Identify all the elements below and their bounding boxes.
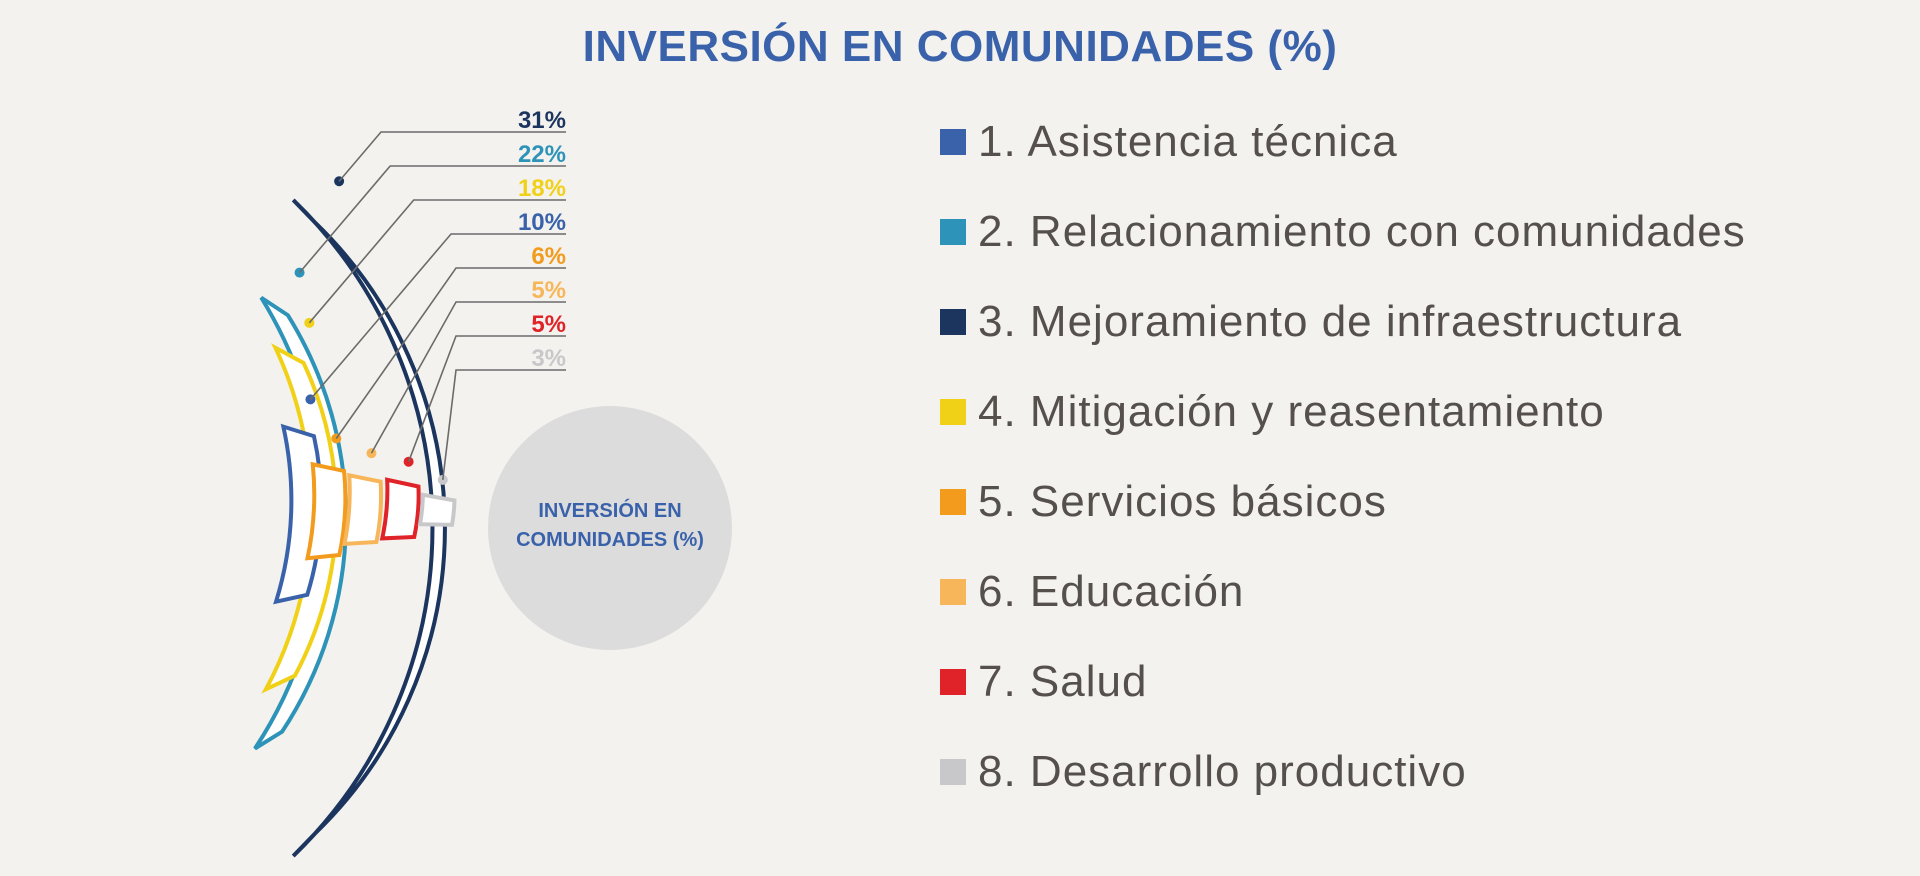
center-label-line2: COMUNIDADES (%) bbox=[516, 529, 704, 551]
legend-item: 7. Salud bbox=[940, 652, 1147, 712]
leader-line-6 bbox=[370, 301, 566, 454]
legend-label: 7. Salud bbox=[978, 657, 1148, 706]
leader-line-1 bbox=[338, 131, 566, 182]
legend-swatch bbox=[940, 309, 966, 335]
legend-swatch bbox=[940, 399, 966, 425]
legend-swatch bbox=[940, 489, 966, 515]
leader-line-2 bbox=[298, 165, 566, 274]
leader-line-8 bbox=[441, 369, 566, 480]
legend-item: 6. Educación bbox=[940, 562, 1244, 622]
legend-swatch bbox=[940, 219, 966, 245]
arc-bar-6 bbox=[341, 472, 384, 547]
legend-item: 8. Desarrollo productivo bbox=[940, 742, 1467, 802]
value-label-3: 18% bbox=[518, 175, 566, 202]
legend-label: 2. Relacionamiento con comunidades bbox=[978, 207, 1746, 256]
leader-lines bbox=[294, 131, 566, 485]
value-label-5: 6% bbox=[531, 243, 566, 270]
legend-label: 4. Mitigación y reasentamiento bbox=[978, 387, 1605, 436]
legend-swatch bbox=[940, 759, 966, 785]
legend-swatch bbox=[940, 129, 966, 155]
value-labels: 31% 22% 18% 10% 6% 5% 5% 3% bbox=[518, 107, 566, 372]
chart-title: INVERSIÓN EN COMUNIDADES (%) bbox=[582, 22, 1338, 71]
legend-label: 6. Educación bbox=[978, 567, 1245, 616]
leader-line-7 bbox=[407, 335, 566, 462]
legend-label: 1. Asistencia técnica bbox=[978, 117, 1398, 166]
legend-item: 1. Asistencia técnica bbox=[940, 112, 1398, 172]
legend-label: 5. Servicios básicos bbox=[978, 477, 1387, 526]
leader-line-5 bbox=[335, 267, 566, 439]
value-label-2: 22% bbox=[518, 141, 566, 168]
leader-line-4 bbox=[309, 233, 566, 400]
legend-label: 3. Mejoramiento de infraestructura bbox=[978, 297, 1683, 346]
arc-bar-7 bbox=[379, 477, 421, 541]
legend-item: 4. Mitigación y reasentamiento bbox=[940, 382, 1605, 442]
value-label-6: 5% bbox=[531, 277, 566, 304]
arc-bar-5 bbox=[304, 461, 348, 561]
value-label-7: 5% bbox=[531, 311, 566, 338]
arc-bar-8 bbox=[417, 492, 457, 527]
value-label-1: 31% bbox=[518, 107, 566, 134]
center-label-line1: INVERSIÓN EN bbox=[538, 498, 681, 522]
legend-swatch bbox=[940, 579, 966, 605]
legend-item: 2. Relacionamiento con comunidades bbox=[940, 202, 1746, 262]
value-label-4: 10% bbox=[518, 209, 566, 236]
value-label-8: 3% bbox=[531, 345, 566, 372]
legend-swatch bbox=[940, 669, 966, 695]
legend-label: 8. Desarrollo productivo bbox=[978, 747, 1467, 796]
legend-item: 3. Mejoramiento de infraestructura bbox=[940, 292, 1682, 352]
radial-bar-chart: 31% 22% 18% 10% 6% 5% 5% 3% INVERSIÓN EN COMUNI… bbox=[253, 107, 732, 858]
arc-bar-1 bbox=[291, 198, 447, 858]
legend-item: 5. Servicios básicos bbox=[940, 472, 1387, 532]
leader-line-3 bbox=[308, 199, 566, 324]
center-circle bbox=[488, 406, 732, 650]
arc-bars bbox=[253, 198, 457, 858]
